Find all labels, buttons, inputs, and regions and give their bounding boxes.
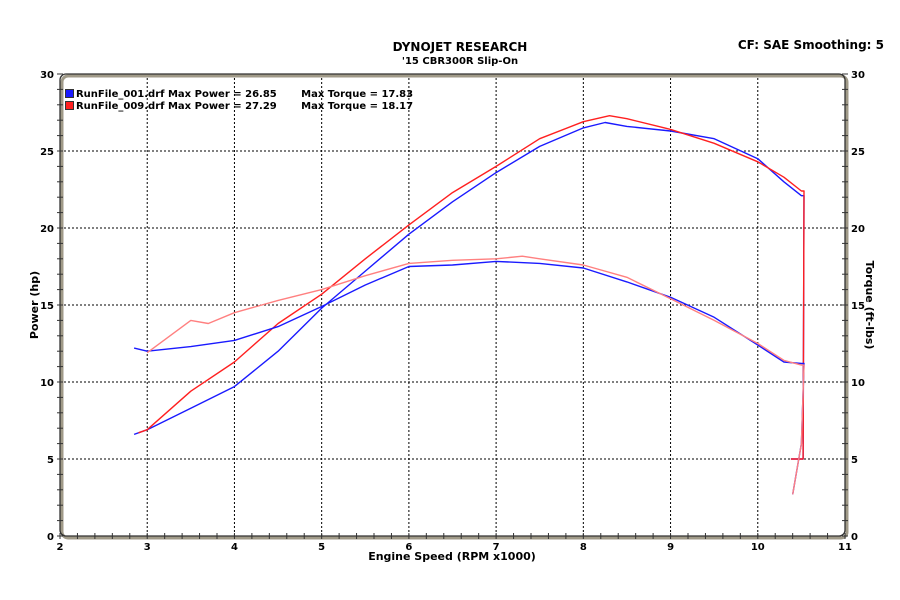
y-right-tick-label: 30 (851, 70, 865, 81)
grid-lines (60, 74, 845, 536)
data-curves (133, 114, 805, 495)
x-axis-label: Engine Speed (RPM x1000) (368, 550, 536, 563)
legend-power-label: Max Power = (167, 89, 242, 100)
x-tick-label: 5 (318, 542, 325, 553)
x-tick-label: 8 (580, 542, 587, 553)
legend-item-run-009: RunFile_009.drf Max Power = 27.29 Max Tor… (58, 89, 413, 113)
legend-max-power: 26.85 (245, 89, 277, 100)
y-right-tick-label: 25 (851, 147, 865, 158)
y-left-tick-label: 5 (47, 455, 54, 466)
legend-max-power: 27.29 (245, 101, 277, 112)
y-right-tick-label: 0 (851, 532, 858, 543)
y-left-tick-label: 20 (40, 224, 54, 235)
legend-swatch-red (64, 101, 74, 110)
x-tick-label: 3 (144, 542, 151, 553)
y-left-tick-label: 10 (40, 378, 54, 389)
legend-power-label: Max Power = (167, 101, 242, 112)
y-right-axis-label: Torque (ft-lbs) (863, 261, 876, 350)
y-left-tick-label: 30 (40, 70, 54, 81)
frame-shadow (60, 74, 849, 540)
x-tick-label: 2 (57, 542, 64, 553)
chart-title: DYNOJET RESEARCH (392, 40, 528, 54)
curve-torque-3 (146, 255, 805, 495)
curve-power-0 (133, 121, 805, 460)
x-tick-label: 9 (667, 542, 674, 553)
y-right-tick-label: 10 (851, 378, 865, 389)
x-tick-label: 4 (231, 542, 238, 553)
y-left-tick-label: 25 (40, 147, 54, 158)
legend-swatch-blue (64, 89, 74, 98)
x-tick-label: 11 (838, 542, 852, 553)
curve-power-1 (138, 114, 805, 460)
x-tick-label: 10 (751, 542, 765, 553)
x-tick-label: 6 (405, 542, 412, 553)
chart-subtitle: '15 CBR300R Slip-On (401, 56, 519, 67)
correction-factor-info: CF: SAE Smoothing: 5 (737, 38, 884, 52)
y-right-tick-label: 20 (851, 224, 865, 235)
y-left-tick-label: 15 (40, 301, 54, 312)
plot-frame (59, 73, 849, 540)
legend-max-torque: 18.17 (381, 101, 414, 112)
legend-torque-label: Max Torque = (301, 101, 378, 112)
legend-file-name: RunFile_009.drf (75, 101, 165, 112)
y-left-tick-label: 0 (47, 532, 54, 543)
legend-max-torque: 17.83 (381, 89, 414, 100)
legend-torque-label: Max Torque = (301, 89, 378, 100)
x-tick-label: 7 (493, 542, 500, 553)
y-left-axis-label: Power (hp) (28, 271, 41, 339)
axis-ticks: 0 0 5 5 10 10 15 15 20 20 25 25 30 30 2 3 4 5 6 7 8 9 10 11 (40, 70, 865, 553)
legend-item-run-001: RunFile_001.drf Max Power = 26.85 Max Tor… (58, 77, 413, 101)
y-right-tick-label: 5 (851, 455, 858, 466)
y-right-tick-label: 15 (851, 301, 865, 312)
legend-file-name: RunFile_001.drf (75, 89, 165, 100)
